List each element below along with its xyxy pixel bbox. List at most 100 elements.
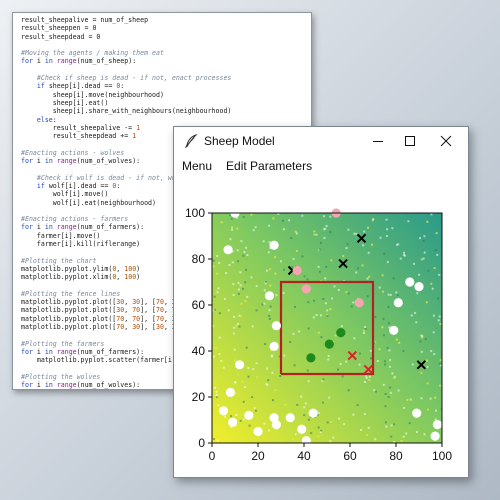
code-token: 100 <box>124 273 137 282</box>
close-button[interactable] <box>426 127 466 155</box>
environment-cell <box>353 232 356 235</box>
farmer-marker <box>336 328 346 338</box>
environment-cell <box>330 421 333 424</box>
y-tick-label: 40 <box>192 344 206 358</box>
environment-cell <box>216 291 219 294</box>
sheep-marker <box>223 245 233 255</box>
environment-cell <box>402 435 405 438</box>
environment-cell <box>326 314 329 317</box>
x-tick-label: 100 <box>432 449 452 463</box>
environment-cell <box>337 289 340 291</box>
environment-cell <box>230 217 233 220</box>
environment-cell <box>241 287 244 290</box>
axes-frame <box>211 212 443 444</box>
environment-cell <box>242 418 245 421</box>
environment-cell <box>364 328 367 330</box>
maximize-button[interactable] <box>390 127 430 155</box>
code-line: #Check if sheep is dead - if not, enact … <box>21 74 311 82</box>
environment-cell <box>410 314 413 317</box>
environment-cell <box>303 406 306 409</box>
sheep-marker <box>244 410 254 420</box>
code-token: 70 <box>156 306 164 315</box>
environment-cell <box>277 213 280 215</box>
code-token: , <box>116 273 125 282</box>
environment-cell <box>242 400 245 403</box>
code-token: #Plotting the chart <box>21 256 97 265</box>
environment-cell <box>251 325 254 328</box>
environment-cell <box>280 260 282 263</box>
environment-cell <box>323 236 326 239</box>
environment-cell <box>218 336 221 339</box>
environment-cell <box>398 341 401 344</box>
environment-cell <box>396 294 399 297</box>
environment-cell <box>237 260 239 263</box>
environment-cell <box>384 393 387 395</box>
environment-cell <box>423 251 426 254</box>
code-line: matplotlib.pyplot.ylim(0, 100) <box>21 265 311 273</box>
farmer-marker <box>306 353 316 363</box>
environment-cell <box>213 386 216 389</box>
environment-cell <box>329 231 332 233</box>
code-token: wolf[i].eat(neighbourhood) <box>21 198 156 207</box>
environment-cell <box>329 440 332 443</box>
menu-item-edit-parameters[interactable]: Edit Parameters <box>226 159 313 173</box>
minimize-button[interactable] <box>358 127 398 155</box>
environment-cell <box>240 302 243 305</box>
environment-cell <box>216 255 219 257</box>
environment-cell <box>214 347 217 349</box>
environment-cell <box>239 419 242 422</box>
code-line: sheep[i].share_with_neighbours(neighbour… <box>21 107 311 115</box>
wolf-marker-stroke <box>338 258 348 269</box>
environment-cell <box>245 268 247 271</box>
environment-cell <box>378 286 381 289</box>
environment-cell <box>368 375 371 378</box>
code-token: : <box>52 115 57 124</box>
environment-cell <box>376 360 379 362</box>
environment-cell <box>231 228 234 231</box>
title-bar[interactable]: Sheep Model <box>174 127 468 155</box>
environment-cell <box>373 389 376 392</box>
environment-cell <box>395 291 398 294</box>
environment-cell <box>425 301 428 304</box>
sheep-marker <box>218 406 229 416</box>
environment-cell <box>319 241 322 244</box>
code-token: 1 <box>136 123 141 132</box>
environment-cell <box>223 297 226 300</box>
code-token: result_sheepalive -= <box>21 123 137 132</box>
fence-line <box>279 280 375 376</box>
environment-cell <box>419 340 422 343</box>
code-token: (num_of_wolves): <box>76 157 141 166</box>
environment-cell <box>244 281 247 284</box>
environment-cell <box>389 293 392 296</box>
menu-item-menu[interactable]: Menu <box>182 159 213 173</box>
environment-cell <box>420 397 423 400</box>
environment-cell <box>420 350 423 353</box>
environment-cell <box>237 282 240 284</box>
environment-cell <box>365 377 368 379</box>
environment-cell <box>378 348 381 351</box>
wolf-dead-marker <box>363 364 374 375</box>
environment-cell <box>360 429 362 431</box>
environment-cell <box>422 257 425 260</box>
window-title: Sheep Model <box>204 134 275 148</box>
environment-cell <box>234 381 237 384</box>
environment-cell <box>306 278 309 281</box>
environment-cell <box>321 379 324 382</box>
environment-cell <box>224 415 226 418</box>
environment-cell <box>310 432 313 434</box>
code-token: farmer[i].move() <box>21 231 101 240</box>
environment-cell <box>366 434 369 436</box>
code-text[interactable]: result_sheepalive = num_of_sheep result_s… <box>21 16 311 389</box>
environment-cell <box>435 232 438 235</box>
environment-cell <box>279 375 282 377</box>
environment-cell <box>439 384 442 387</box>
environment-cell <box>367 226 369 229</box>
environment-cell <box>422 240 425 242</box>
environment-cell <box>362 332 365 334</box>
code-line: #Moving the agents / making them eat <box>21 49 311 57</box>
code-token: sheep[i].eat() <box>21 98 109 107</box>
environment-cell <box>266 269 268 272</box>
environment-cell <box>233 348 236 351</box>
environment-cell <box>321 401 324 404</box>
environment-cell <box>332 436 335 439</box>
